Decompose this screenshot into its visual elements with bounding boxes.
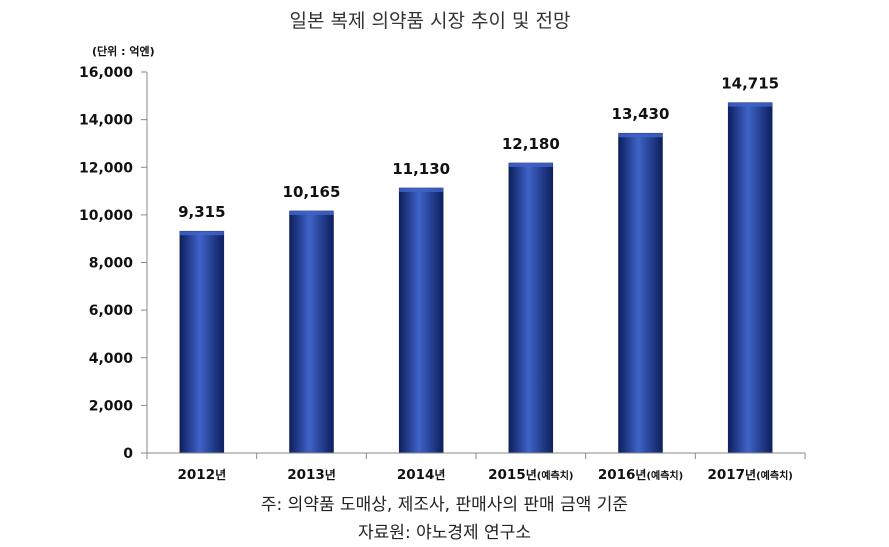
bar-2013: [289, 210, 334, 454]
bars-group: 9,315 10,165 11,130 12,180 13,430 14,715: [178, 75, 779, 454]
bar-2017: [727, 102, 773, 454]
bar-top-highlight: [179, 231, 224, 236]
bar-2016: [618, 132, 663, 454]
y-tick-label: 8,000: [89, 256, 134, 272]
y-tick-label: 12,000: [79, 160, 133, 176]
y-tick-label: 16,000: [79, 65, 133, 81]
x-axis: 2012년 2013년 2014년 2015년(예측치) 2016년(예측치) 2017년…: [146, 452, 806, 483]
y-tick-label: 6,000: [89, 303, 134, 319]
data-label: 11,130: [392, 160, 450, 178]
footnote-note: 주: 의약품 도매상, 제조사, 판매사의 판매 금액 기준: [260, 495, 629, 515]
chart-title: 일본 복제 의약품 시장 추이 및 전망: [290, 10, 571, 32]
bar-top-highlight: [289, 210, 334, 215]
bar-top-highlight: [508, 162, 553, 167]
bar-top-highlight: [728, 102, 773, 107]
data-label: 12,180: [502, 135, 560, 153]
y-axis: 0 2,000 4,000 6,000 8,000 10,000 12,000 14,000 1…: [79, 65, 148, 462]
y-tick-label: 14,000: [79, 113, 133, 129]
x-tick-label: 2014년: [397, 467, 446, 483]
y-tick-label: 10,000: [79, 208, 133, 224]
bar-2015: [508, 162, 554, 454]
y-tick-label: 0: [123, 446, 133, 462]
x-tick-label: 2012년: [178, 467, 227, 483]
data-label: 9,315: [178, 203, 225, 221]
y-tick-label: 2,000: [89, 398, 134, 414]
data-label: 13,430: [612, 105, 670, 123]
x-tick-label: 2016년(예측치): [598, 467, 683, 483]
bar-top-highlight: [399, 187, 444, 192]
x-tick-label: 2013년: [287, 467, 336, 483]
x-tick-label: 2015년(예측치): [488, 467, 573, 483]
bar-2012: [179, 230, 225, 454]
y-tick-label: 4,000: [89, 351, 134, 367]
footnote-source: 자료원: 야노경제 연구소: [358, 523, 531, 543]
data-label: 14,715: [721, 75, 779, 93]
data-label: 10,165: [283, 183, 341, 201]
bar-top-highlight: [618, 133, 663, 138]
bar-2014: [398, 187, 444, 454]
unit-label: (단위 : 억엔): [92, 44, 155, 58]
x-tick-label: 2017년(예측치): [707, 467, 792, 483]
